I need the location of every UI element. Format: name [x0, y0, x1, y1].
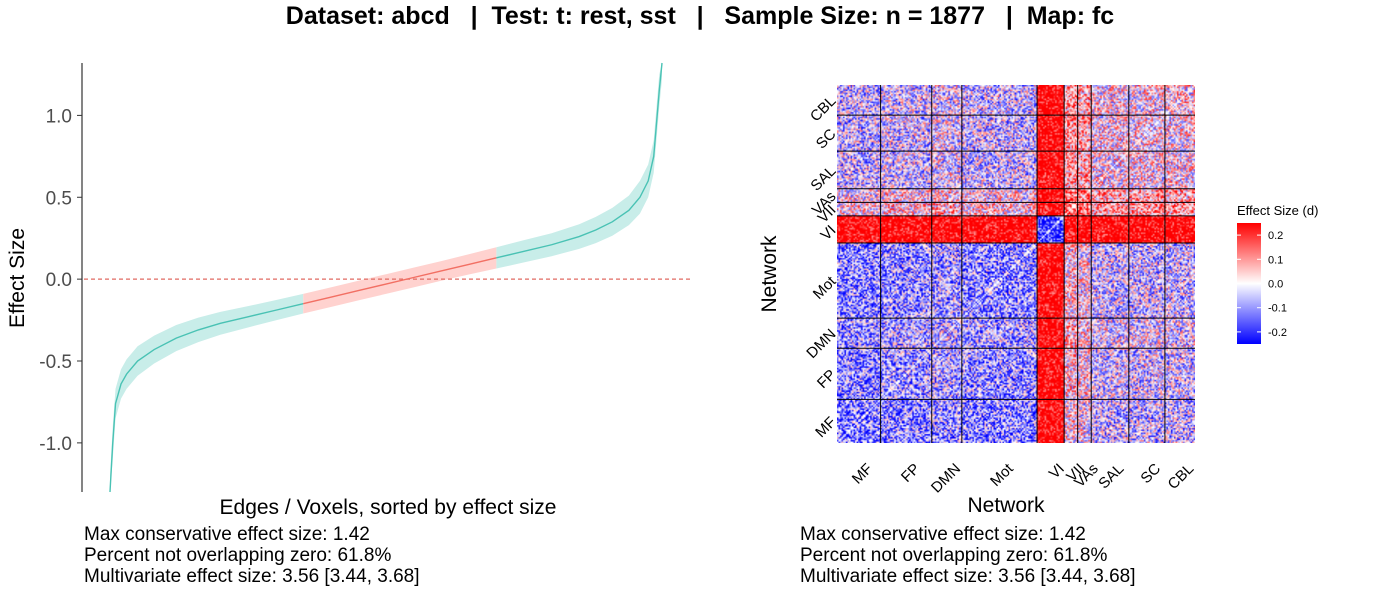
y-network-label: CBL	[807, 93, 840, 126]
legend-tick-label: -0.2	[1268, 327, 1287, 339]
effect-line-significant	[109, 303, 304, 493]
legend-title: Effect Size (d)	[1237, 203, 1318, 218]
x-network-label: SC	[1137, 460, 1164, 487]
effect-size-chart: -1.0 -0.5 0.0 0.5 1.0 Edges / Voxels, sorted…	[6, 62, 692, 519]
legend-tick-label: 0.0	[1268, 279, 1283, 291]
y-tick-label: -0.5	[39, 352, 72, 373]
legend-tick-label: 0.2	[1268, 230, 1283, 242]
heatmap-cells	[837, 85, 1195, 443]
y-tick-label: 0.0	[46, 270, 72, 291]
chart-title: Dataset: abcd | Test: t: rest, sst | Sam…	[285, 2, 1115, 30]
stat-percent-nonzero: Percent not overlapping zero: 61.8%	[84, 545, 392, 566]
y-network-label: FP	[814, 366, 840, 392]
stat-percent-nonzero: Percent not overlapping zero: 61.8%	[800, 545, 1108, 566]
ci-band-high	[496, 63, 662, 269]
y-tick-label: -1.0	[39, 434, 72, 455]
heatmap-y-axis-label: Network	[758, 235, 781, 313]
x-network-label: DMN	[928, 460, 964, 496]
x-network-label: CBL	[1165, 460, 1198, 493]
left-stats: Max conservative effect size: 1.42 Perce…	[84, 524, 420, 587]
heatmap-x-axis-label: Network	[967, 494, 1045, 517]
stat-max-conservative: Max conservative effect size: 1.42	[800, 524, 1086, 545]
legend-tick-label: -0.1	[1268, 303, 1287, 315]
x-network-label: Mot	[987, 460, 1017, 490]
stat-max-conservative: Max conservative effect size: 1.42	[84, 524, 370, 545]
stat-multivariate: Multivariate effect size: 3.56 [3.44, 3.…	[84, 566, 420, 587]
y-network-label: MF	[812, 414, 839, 441]
x-network-label: SAL	[1095, 460, 1127, 492]
effect-line-nonsignificant	[303, 257, 497, 305]
y-network-label: VI	[817, 222, 839, 244]
x-axis-label: Edges / Voxels, sorted by effect size	[220, 496, 557, 519]
y-axis-ticks: -1.0 -0.5 0.0 0.5 1.0	[39, 106, 82, 455]
legend-tick-label: 0.1	[1268, 254, 1283, 266]
y-network-label: SC	[813, 126, 840, 153]
y-network-label: SAL	[807, 163, 839, 195]
y-tick-label: 1.0	[46, 106, 72, 127]
y-axis-label: Effect Size	[6, 228, 29, 328]
stat-multivariate: Multivariate effect size: 3.56 [3.44, 3.…	[800, 566, 1136, 587]
network-boundaries	[837, 85, 1195, 443]
legend-ticks: 0.2 0.1 0.0 -0.1 -0.2	[1237, 230, 1287, 339]
ci-band-low	[110, 293, 304, 492]
color-legend: Effect Size (d) 0.2 0.1 0.0 -0.1 -0.2	[1237, 203, 1318, 344]
x-network-label: FP	[898, 460, 924, 486]
y-tick-label: 0.5	[46, 188, 72, 209]
x-network-label: MF	[849, 460, 876, 487]
right-stats: Max conservative effect size: 1.42 Perce…	[800, 524, 1136, 587]
effect-size-line	[109, 62, 663, 493]
y-network-label: Mot	[810, 272, 840, 302]
y-network-label: DMN	[803, 326, 839, 362]
effect-line-significant	[496, 62, 663, 259]
